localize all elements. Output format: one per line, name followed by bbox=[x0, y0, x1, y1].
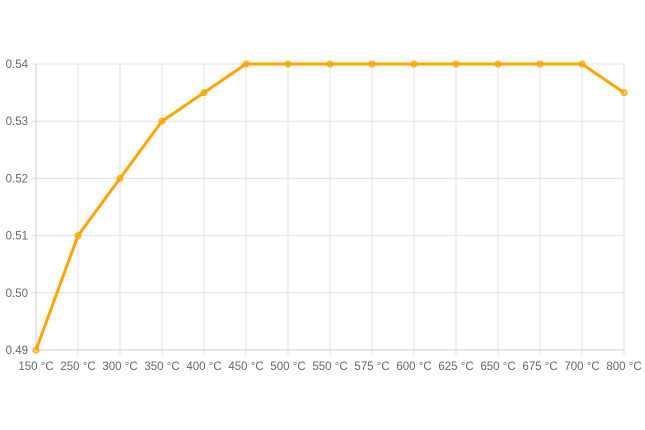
x-tick-label: 400 °C bbox=[186, 361, 221, 373]
y-tick-label: 0.52 bbox=[6, 173, 28, 185]
data-point bbox=[326, 60, 334, 68]
y-tick-label: 0.49 bbox=[6, 345, 28, 357]
x-tick-label: 600 °C bbox=[396, 361, 431, 373]
data-point bbox=[284, 60, 292, 68]
data-point bbox=[200, 89, 208, 97]
data-point bbox=[158, 117, 166, 125]
data-point bbox=[32, 346, 40, 354]
data-point bbox=[74, 232, 82, 240]
data-point bbox=[116, 174, 124, 182]
x-tick-label: 350 °C bbox=[144, 361, 179, 373]
data-point bbox=[242, 60, 250, 68]
x-tick-label: 450 °C bbox=[228, 361, 263, 373]
x-tick-label: 550 °C bbox=[312, 361, 347, 373]
x-tick-label: 500 °C bbox=[270, 361, 305, 373]
x-tick-label: 650 °C bbox=[480, 361, 515, 373]
y-tick-label: 0.51 bbox=[6, 231, 28, 243]
x-tick-label: 150 °C bbox=[18, 361, 53, 373]
x-tick-label: 800 °C bbox=[606, 361, 641, 373]
x-tick-label: 625 °C bbox=[438, 361, 473, 373]
data-point bbox=[452, 60, 460, 68]
x-tick-label: 675 °C bbox=[522, 361, 557, 373]
x-tick-label: 575 °C bbox=[354, 361, 389, 373]
y-tick-label: 0.53 bbox=[6, 116, 28, 128]
data-point bbox=[536, 60, 544, 68]
data-point bbox=[494, 60, 502, 68]
data-point bbox=[620, 89, 628, 97]
y-tick-label: 0.50 bbox=[6, 288, 28, 300]
y-tick-label: 0.54 bbox=[6, 59, 29, 71]
data-point bbox=[578, 60, 586, 68]
x-tick-label: 700 °C bbox=[564, 361, 599, 373]
data-point bbox=[368, 60, 376, 68]
x-tick-label: 300 °C bbox=[102, 361, 137, 373]
x-tick-label: 250 °C bbox=[60, 361, 95, 373]
data-point bbox=[410, 60, 418, 68]
